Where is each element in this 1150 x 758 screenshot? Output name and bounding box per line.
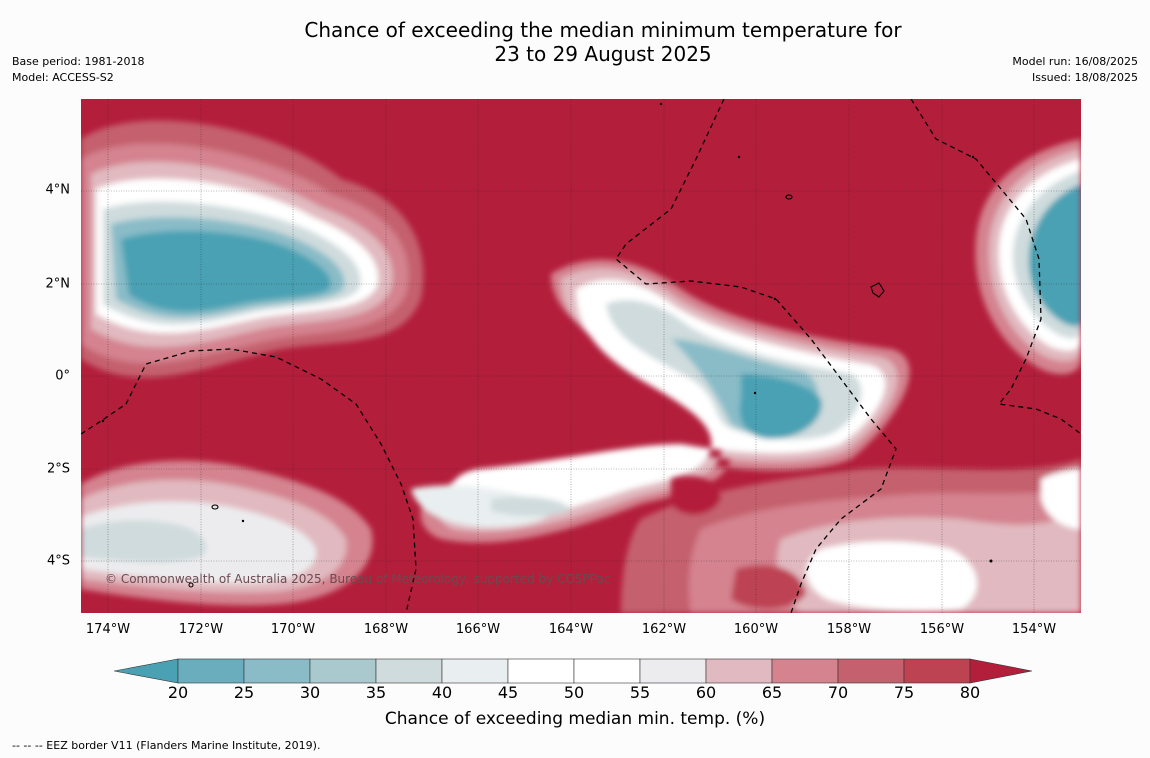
colorbar (114, 658, 1033, 684)
eez-footnote: -- -- -- EEZ border V11 (Flanders Marine… (12, 739, 321, 752)
contour-region-southwest (81, 460, 373, 606)
title-line-1: Chance of exceeding the median minimum t… (304, 18, 902, 42)
contour-region-northwest (81, 120, 424, 378)
colorbar-segment (573, 658, 641, 684)
colorbar-segment (771, 658, 839, 684)
base-period: Base period: 1981-2018 (12, 55, 145, 68)
meta-right: Model run: 16/08/2025 Issued: 18/08/2025 (1012, 54, 1138, 86)
contour-region-east (975, 139, 1081, 375)
map-title: Chance of exceeding the median minimum t… (0, 18, 1150, 66)
lat-label-4s: 4°S (46, 553, 70, 569)
lat-label-4n: 4°N (45, 182, 71, 198)
lon-label-154w: 154°W (1011, 622, 1057, 637)
colorbar-segment (639, 658, 707, 684)
lon-label-174w: 174°W (85, 622, 131, 637)
forecast-map: © Commonwealth of Australia 2025, Bureau… (81, 99, 1081, 613)
colorbar-segment (441, 658, 509, 684)
issued-date: Issued: 18/08/2025 (1031, 71, 1138, 84)
colorbar-tick-75: 75 (893, 683, 915, 702)
colorbar-extend-low (114, 658, 179, 684)
colorbar-tick-55: 55 (629, 683, 651, 702)
colorbar-tick-80: 80 (959, 683, 981, 702)
title-line-2: 23 to 29 August 2025 (494, 42, 712, 66)
lon-label-168w: 168°W (363, 622, 409, 637)
lat-label-2n: 2°N (45, 276, 71, 292)
colorbar-segment (177, 658, 245, 684)
colorbar-segment (705, 658, 773, 684)
island-dots (101, 102, 993, 563)
colorbar-tick-70: 70 (827, 683, 849, 702)
colorbar-segment (243, 658, 311, 684)
lon-label-172w: 172°W (178, 622, 224, 637)
lon-label-170w: 170°W (270, 622, 316, 637)
lon-label-160w: 160°W (733, 622, 779, 637)
colorbar-label: Chance of exceeding median min. temp. (%… (384, 709, 766, 729)
lon-label-166w: 166°W (455, 622, 501, 637)
graticule (81, 99, 1081, 613)
lon-label-162w: 162°W (641, 622, 687, 637)
colorbar-tick-50: 50 (563, 683, 585, 702)
lat-label-0: 0° (55, 368, 70, 384)
lat-label-2s: 2°S (46, 461, 70, 477)
colorbar-segment (507, 658, 575, 684)
model-name: Model: ACCESS-S2 (12, 71, 114, 84)
colorbar-segment (309, 658, 377, 684)
islands (188, 194, 885, 588)
colorbar-tick-65: 65 (761, 683, 783, 702)
colorbar-tick-20: 20 (167, 683, 189, 702)
meta-left: Base period: 1981-2018 Model: ACCESS-S2 (12, 54, 144, 86)
colorbar-tick-45: 45 (497, 683, 519, 702)
colorbar-extend-high (969, 658, 1033, 684)
colorbar-segments (114, 658, 1033, 684)
contour-region-southeast (621, 459, 1081, 613)
colorbar-segment (837, 658, 905, 684)
eez-borders (81, 99, 1081, 613)
lon-label-158w: 158°W (826, 622, 872, 637)
colorbar-segment (903, 658, 971, 684)
colorbar-tick-30: 30 (299, 683, 321, 702)
map-canvas (81, 99, 1081, 613)
lon-label-164w: 164°W (548, 622, 594, 637)
colorbar-tick-35: 35 (365, 683, 387, 702)
colorbar-tick-25: 25 (233, 683, 255, 702)
colorbar-segment (375, 658, 443, 684)
lon-label-156w: 156°W (919, 622, 965, 637)
model-run: Model run: 16/08/2025 (1012, 55, 1138, 68)
contour-region-central (411, 259, 910, 543)
copyright-notice: © Commonwealth of Australia 2025, Bureau… (105, 572, 611, 586)
colorbar-tick-60: 60 (695, 683, 717, 702)
colorbar-tick-40: 40 (431, 683, 453, 702)
